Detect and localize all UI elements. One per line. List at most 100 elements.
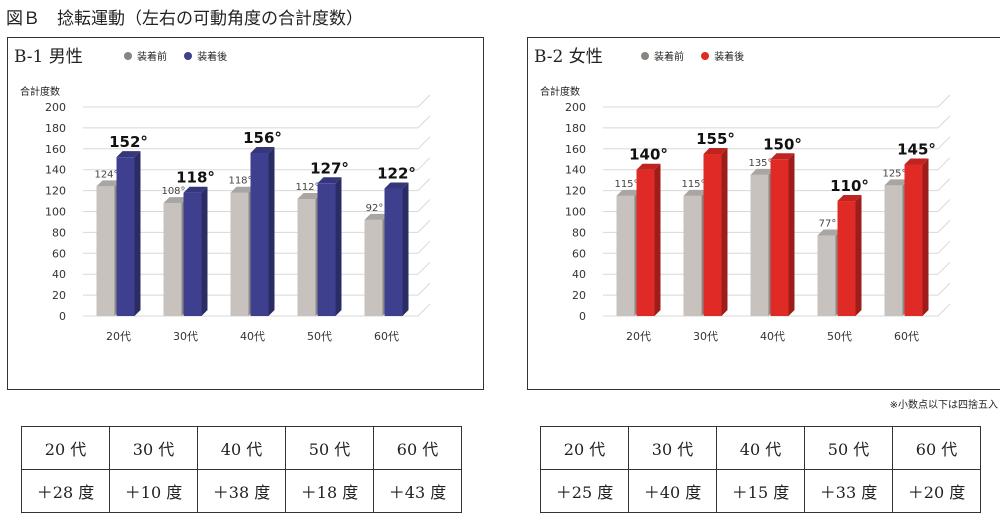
male-chart-panel: B-1 男性 装着前 装着後 合計度数 0 20 40 60 80 100 120 140 16… [7,37,484,390]
bar-top [364,213,389,220]
bar-front [96,186,115,316]
x-tick-label: 20代 [626,330,651,343]
bar-side [654,163,661,316]
bar-front [116,157,135,316]
bar-front [183,192,202,316]
bar-after [183,186,208,316]
gridline-depth [417,199,431,212]
data-label-before: 124° [94,169,118,180]
table-header-cell: 50 代 [285,426,374,470]
bar-side [788,153,795,316]
table-header-cell: 40 代 [197,426,286,470]
table-header-cell: 50 代 [804,426,893,470]
table-cell: ＋40 度 [628,469,717,513]
figure-title: 図Ｂ 捻転運動（左右の可動角度の合計度数） [6,9,363,29]
x-tick-label: 20代 [106,330,131,343]
bar-after [250,146,275,316]
gridline-depth [417,178,431,191]
y-tick-label: 60 [52,247,66,260]
data-label-before: 77° [819,219,837,230]
y-tick-label: 200 [565,101,586,114]
bar-front [703,154,722,316]
bar-top [904,158,929,165]
x-tick-label: 50代 [307,330,332,343]
bar-top [770,153,795,160]
bar-top [250,146,275,153]
gridline-depth [937,157,951,171]
table-header-cell: 60 代 [373,426,462,470]
bar-top [96,180,121,187]
table-header-cell: 30 代 [628,426,717,470]
male-bar-chart: 0 20 40 60 80 100 120 140 160 180 200 124° 152° 20代 10… [45,94,431,343]
table-header-row: 20 代 30 代 40 代 50 代 60 代 [540,426,981,470]
gridline-depth [417,220,431,233]
gridline-depth [417,303,431,317]
bar-after [837,195,862,316]
gridline-depth [937,199,951,212]
data-label-after: 122° [377,165,416,183]
bar-side [922,158,929,316]
bar-top [384,182,409,189]
legend-swatch-before [124,52,132,60]
bar-front [770,159,789,316]
legend-label-after: 装着後 [714,52,745,63]
y-tick-label: 100 [565,206,586,219]
bar-top [703,148,728,155]
bar-front [904,164,923,316]
data-label-before: 125° [882,168,906,179]
gridline-depth [417,157,431,171]
y-tick-label: 200 [45,101,66,114]
bar-after [116,151,141,316]
y-tick-label: 20 [52,289,66,302]
bar-after [770,153,795,316]
gridline-depth [937,220,951,233]
bar-top [317,177,342,184]
legend-item-after: 装着後 [184,48,227,63]
x-tick-label: 50代 [827,330,852,343]
bar-top [230,186,255,193]
gridline-depth [937,94,951,108]
x-tick-label: 30代 [693,330,718,343]
gridline-depth [937,282,951,296]
bar-top [884,179,909,186]
bar-top [183,186,208,193]
gridline-depth [937,303,951,317]
female-chart-panel: B-2 女性 装着前 装着後 合計度数 0 20 40 60 80 100 120 140 16… [527,37,1000,390]
bar-front [884,185,903,316]
bar-side [268,146,275,316]
y-tick-label: 100 [45,206,66,219]
x-tick-label: 60代 [894,330,919,343]
y-axis-label: 合計度数 [540,87,580,98]
table-cell: ＋43 度 [373,469,462,513]
y-tick-label: 80 [572,226,586,239]
female-bar-chart: 0 20 40 60 80 100 120 140 160 180 200 115° 140° 20代 11… [565,94,951,343]
bar-front [616,195,635,316]
legend-item-before: 装着前 [641,48,684,63]
table-row: ＋25 度 ＋40 度 ＋15 度 ＋33 度 ＋20 度 [540,469,981,513]
y-tick-label: 140 [565,164,586,177]
bar-top [163,197,188,204]
table-cell: ＋10 度 [109,469,198,513]
bar-top [837,195,862,202]
bar-side [201,186,208,316]
y-tick-label: 0 [579,310,586,323]
chart-title: B-2 女性 [534,47,603,67]
table-cell: ＋33 度 [804,469,893,513]
legend-swatch-before [641,52,649,60]
table-header-cell: 40 代 [716,426,805,470]
x-tick-label: 60代 [374,330,399,343]
table-cell: ＋18 度 [285,469,374,513]
bar-after [384,182,409,316]
bar-top [636,163,661,170]
bar-top [817,229,842,236]
y-tick-label: 160 [45,143,66,156]
legend-swatch-after [701,52,710,60]
data-label-after: 155° [696,130,735,148]
bar-front [297,198,316,316]
legend-label-after: 装着後 [197,52,228,63]
x-tick-label: 30代 [173,330,198,343]
legend-item-after: 装着後 [701,48,744,63]
data-label-after: 152° [109,133,148,151]
bar-top [616,189,641,196]
chart-legend: 装着前 装着後 [124,48,241,63]
